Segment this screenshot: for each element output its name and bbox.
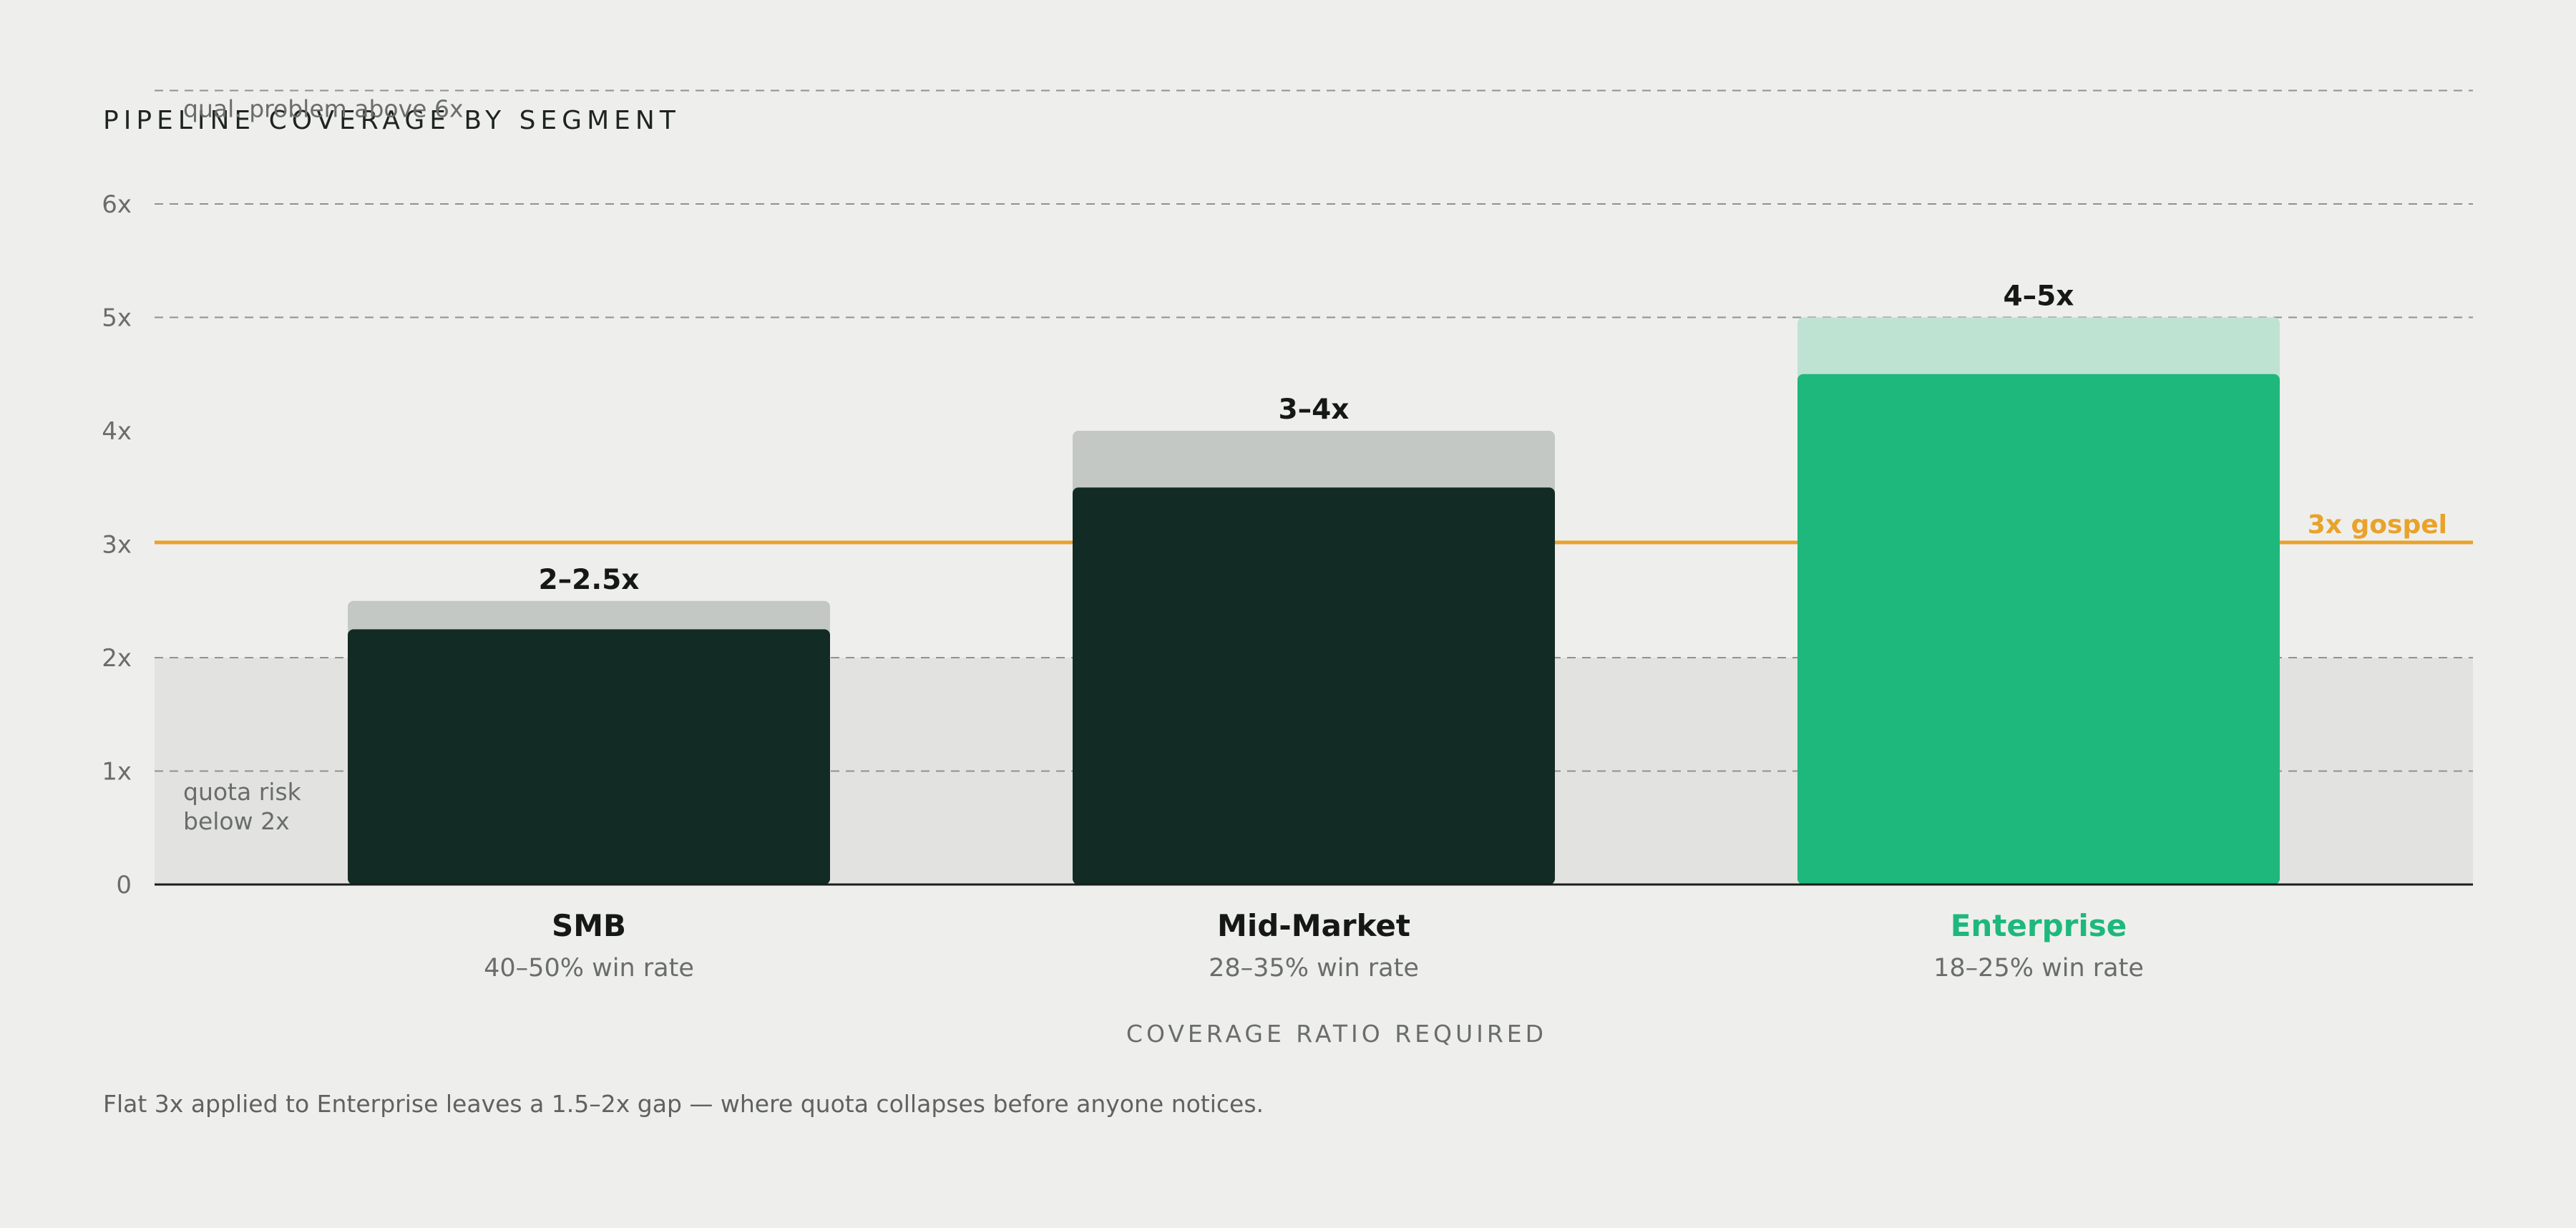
bar-smb (348, 629, 830, 885)
footnote: Flat 3x applied to Enterprise leaves a 1… (103, 1090, 1264, 1118)
bar-mid-market (1073, 487, 1555, 885)
reference-line-label: 3x gospel (2308, 510, 2447, 540)
category-win-rate: 40–50% win rate (484, 954, 694, 983)
y-tick-label: 6x (102, 190, 132, 219)
y-tick-label: 1x (102, 758, 132, 786)
chart-title: PIPELINE COVERAGE BY SEGMENT (103, 106, 680, 135)
y-tick-label: 4x (102, 417, 132, 446)
category-win-rate: 18–25% win rate (1933, 954, 2144, 983)
bar-enterprise (1797, 374, 2280, 885)
risk-zone-label: below 2x (183, 807, 290, 835)
category-label: Enterprise (1951, 908, 2127, 943)
category-label: Mid-Market (1217, 908, 1410, 943)
y-tick-label: 2x (102, 644, 132, 673)
bar-range-label: 2–2.5x (539, 564, 640, 596)
bar-range-label: 3–4x (1279, 394, 1350, 426)
risk-zone-label: quota risk (183, 778, 302, 806)
y-tick-label: 5x (102, 304, 132, 333)
bar-range-label: 4–5x (2004, 281, 2074, 313)
quality-line-label: qual. problem above 6x (183, 95, 463, 123)
category-label: SMB (552, 908, 626, 943)
x-axis-title: COVERAGE RATIO REQUIRED (1126, 1020, 1547, 1048)
category-win-rate: 28–35% win rate (1209, 954, 1419, 983)
y-tick-label: 0 (116, 871, 132, 900)
y-tick-label: 3x (102, 531, 132, 560)
